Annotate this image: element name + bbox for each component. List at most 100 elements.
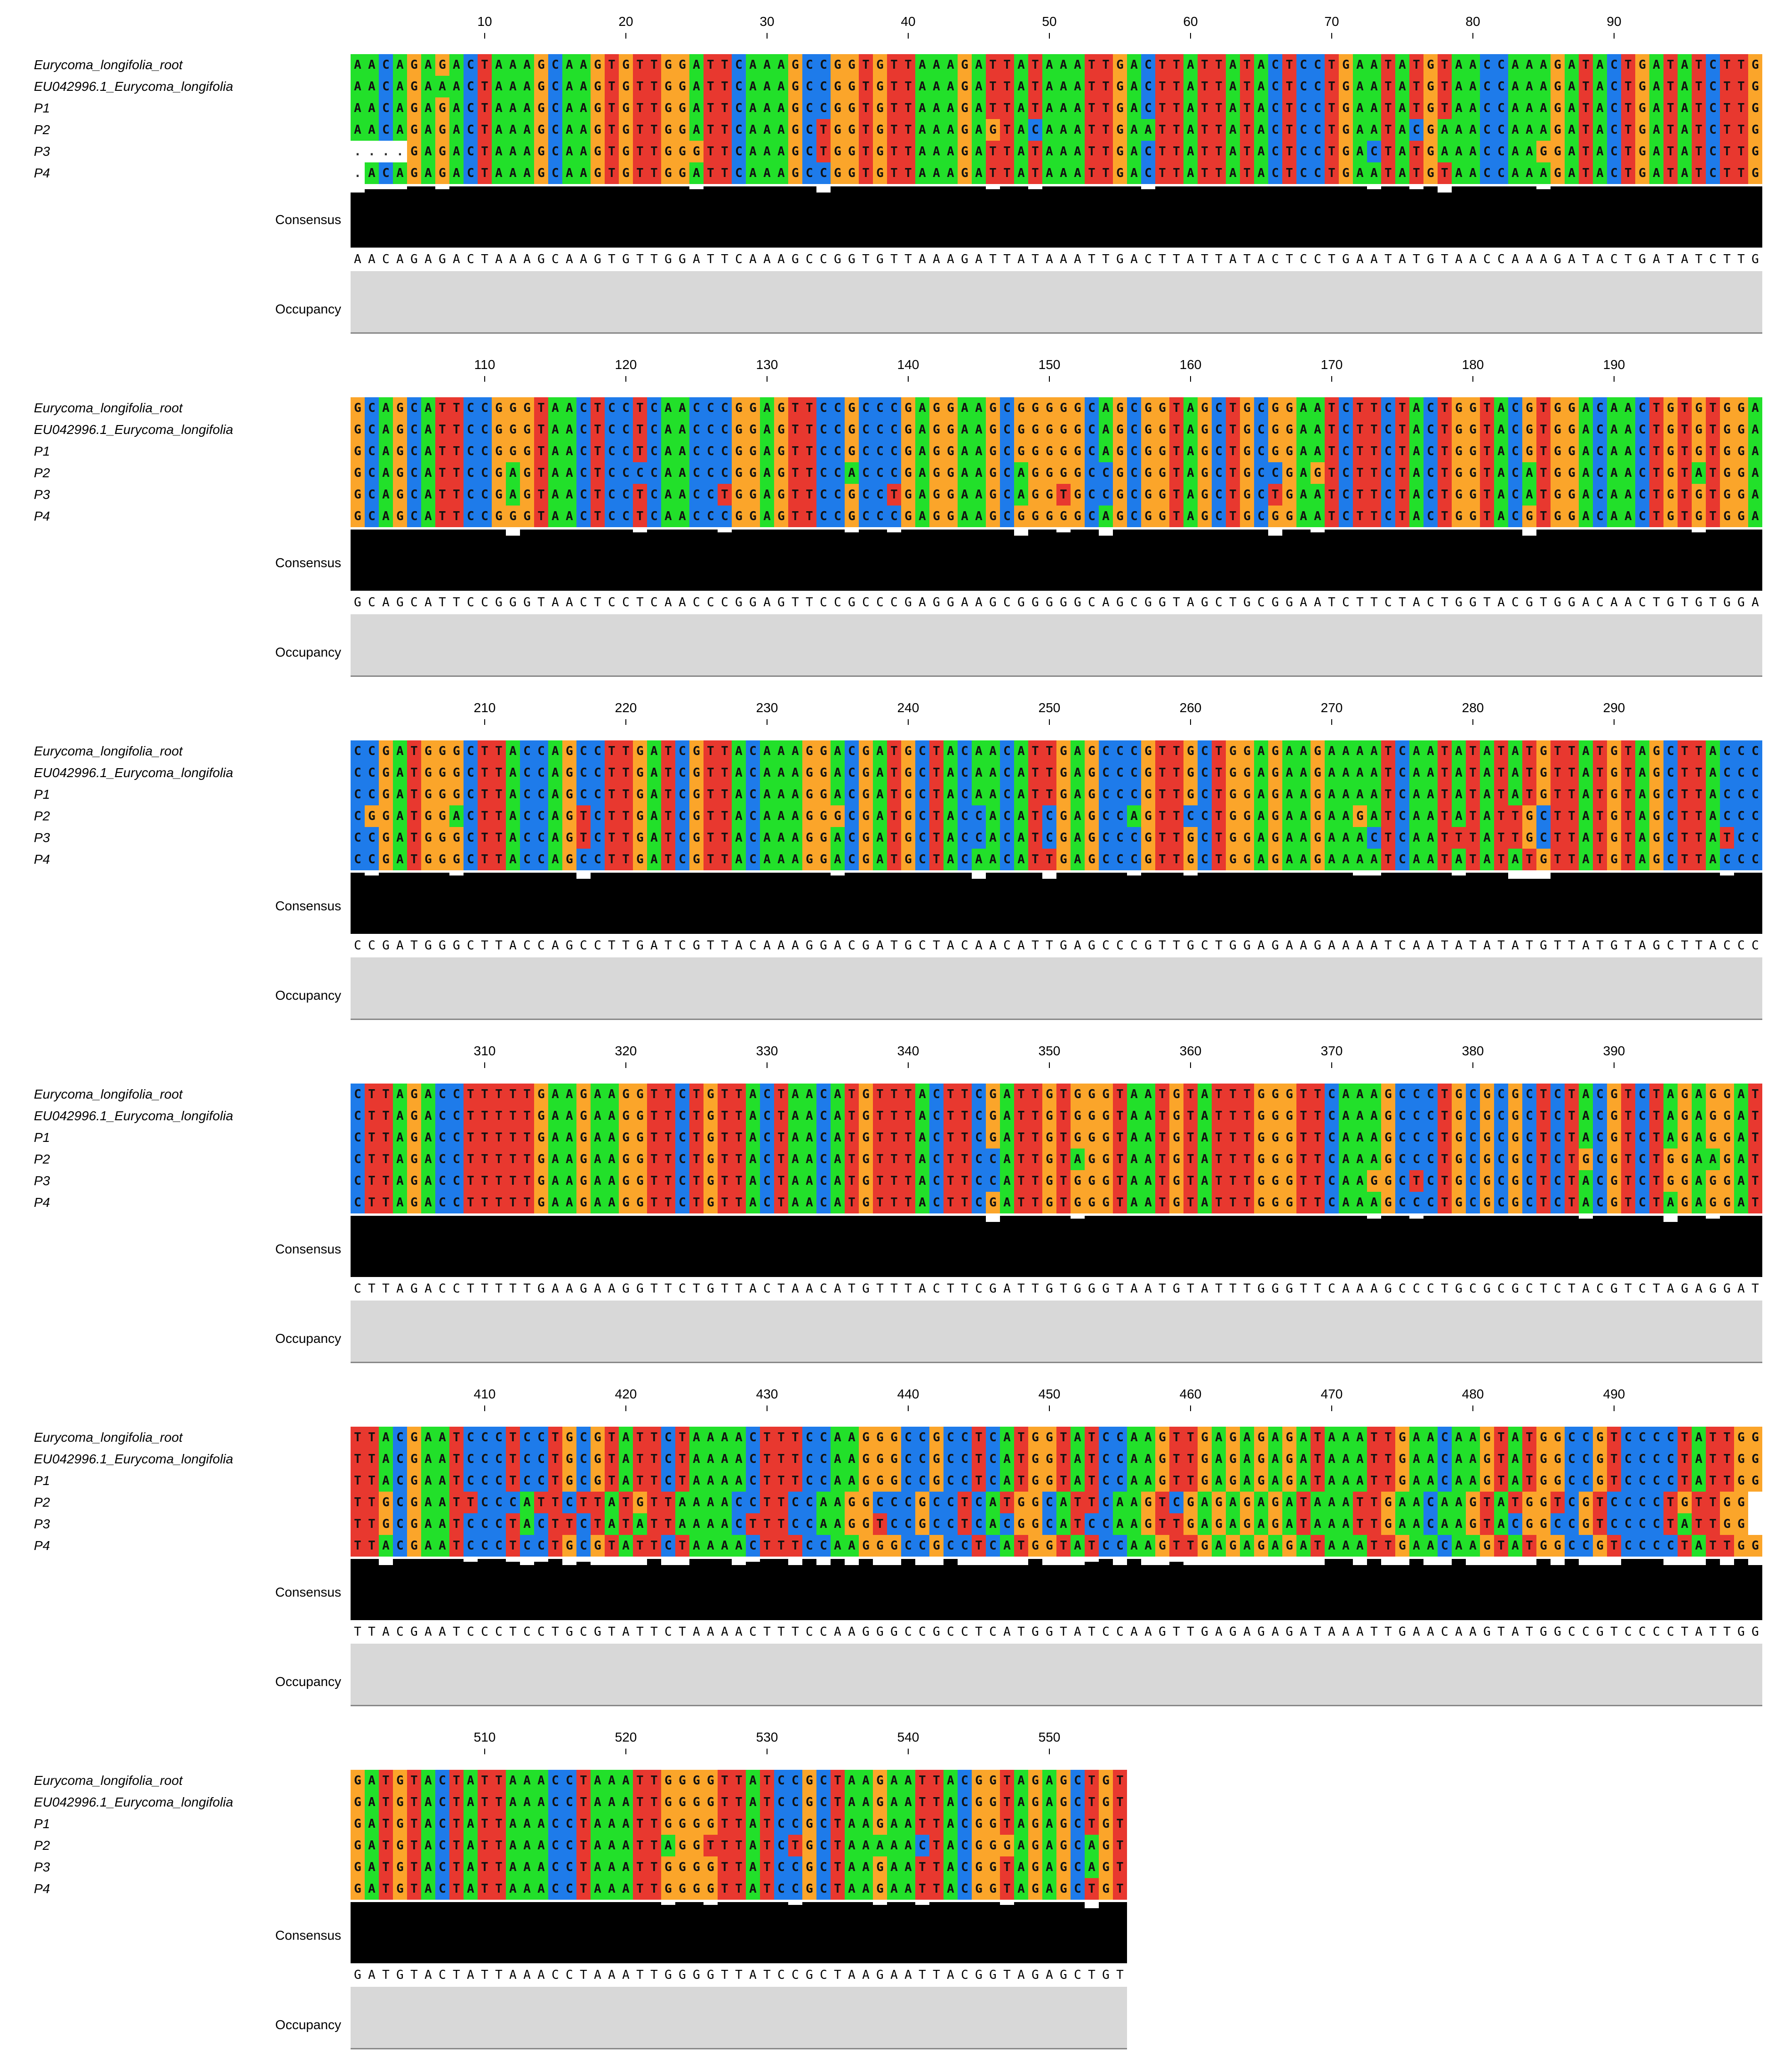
base-cell[interactable]: G — [407, 1535, 421, 1557]
base-cell[interactable]: C — [1381, 441, 1395, 462]
base-cell[interactable]: C — [1663, 1448, 1678, 1470]
base-cell[interactable]: A — [506, 162, 520, 184]
base-cell[interactable]: A — [1212, 1535, 1226, 1557]
base-cell[interactable]: T — [1056, 1192, 1071, 1213]
base-cell[interactable]: T — [689, 1192, 704, 1213]
base-cell[interactable]: T — [1536, 1170, 1551, 1192]
base-cell[interactable]: C — [1593, 1170, 1607, 1192]
base-cell[interactable]: C — [1720, 784, 1734, 805]
base-cell[interactable]: C — [548, 54, 562, 76]
base-cell[interactable]: C — [1536, 827, 1551, 849]
base-cell[interactable]: T — [534, 441, 548, 462]
base-cell[interactable]: G — [1748, 76, 1762, 97]
base-cell[interactable]: G — [958, 162, 972, 184]
base-cell[interactable]: T — [478, 54, 492, 76]
base-cell[interactable]: T — [1155, 827, 1169, 849]
base-cell[interactable]: A — [986, 849, 1000, 870]
base-cell[interactable]: G — [407, 141, 421, 162]
base-cell[interactable]: T — [1649, 506, 1663, 527]
base-cell[interactable]: C — [802, 162, 816, 184]
base-cell[interactable]: C — [831, 484, 845, 506]
base-cell[interactable]: T — [1692, 1492, 1706, 1513]
base-cell[interactable]: T — [1113, 1878, 1127, 1900]
base-cell[interactable]: T — [1706, 484, 1720, 506]
base-cell[interactable]: A — [1014, 97, 1028, 119]
base-cell[interactable]: T — [901, 97, 915, 119]
base-cell[interactable]: G — [1678, 1105, 1692, 1127]
base-cell[interactable]: C — [1000, 441, 1014, 462]
base-cell[interactable]: G — [1452, 1127, 1466, 1148]
base-cell[interactable]: A — [915, 506, 929, 527]
base-cell[interactable]: T — [788, 1427, 802, 1448]
base-cell[interactable]: G — [1169, 1170, 1183, 1192]
base-cell[interactable]: G — [929, 419, 943, 441]
base-cell[interactable]: T — [1155, 1084, 1169, 1105]
base-cell[interactable]: T — [478, 1878, 492, 1900]
base-cell[interactable]: C — [1141, 76, 1155, 97]
base-cell[interactable]: A — [1311, 506, 1325, 527]
base-cell[interactable]: T — [859, 119, 873, 141]
base-cell[interactable]: T — [379, 1835, 393, 1856]
base-cell[interactable]: G — [1056, 419, 1071, 441]
base-cell[interactable]: C — [407, 419, 421, 441]
base-cell[interactable]: T — [1381, 805, 1395, 827]
sequence-name[interactable]: P4 — [34, 852, 50, 867]
base-cell[interactable]: G — [1028, 1878, 1042, 1900]
base-cell[interactable]: A — [1663, 1127, 1678, 1148]
base-cell[interactable]: T — [1000, 1813, 1014, 1835]
base-cell[interactable]: T — [1240, 1127, 1254, 1148]
base-cell[interactable]: G — [986, 441, 1000, 462]
base-cell[interactable]: C — [605, 484, 619, 506]
base-cell[interactable]: T — [647, 97, 661, 119]
base-cell[interactable]: A — [915, 1084, 929, 1105]
base-cell[interactable]: T — [1438, 1105, 1452, 1127]
base-cell[interactable]: T — [1466, 740, 1480, 762]
base-cell[interactable]: C — [1663, 849, 1678, 870]
base-cell[interactable]: G — [816, 827, 831, 849]
base-cell[interactable]: T — [1155, 1192, 1169, 1213]
base-cell[interactable]: T — [873, 1105, 887, 1127]
base-cell[interactable]: A — [774, 162, 788, 184]
base-cell[interactable]: A — [562, 141, 576, 162]
base-cell[interactable]: A — [746, 1170, 760, 1192]
base-cell[interactable]: G — [845, 76, 859, 97]
base-cell[interactable]: A — [421, 441, 435, 462]
base-cell[interactable]: T — [1085, 1492, 1099, 1513]
base-cell[interactable]: A — [732, 1470, 746, 1492]
base-cell[interactable]: T — [1212, 740, 1226, 762]
sequence-name[interactable]: P4 — [34, 1195, 50, 1210]
base-cell[interactable]: T — [915, 1856, 929, 1878]
base-cell[interactable]: A — [1183, 462, 1198, 484]
base-cell[interactable]: T — [915, 1878, 929, 1900]
base-cell[interactable]: C — [774, 1770, 788, 1791]
base-cell[interactable]: A — [591, 1127, 605, 1148]
base-cell[interactable]: A — [915, 1192, 929, 1213]
base-cell[interactable]: A — [1311, 484, 1325, 506]
base-cell[interactable]: A — [1282, 805, 1296, 827]
sequence-name[interactable]: P1 — [34, 1816, 50, 1831]
base-cell[interactable]: T — [365, 1170, 379, 1192]
base-cell[interactable]: C — [689, 506, 704, 527]
base-cell[interactable]: G — [1508, 1105, 1522, 1127]
base-cell[interactable]: A — [548, 784, 562, 805]
base-cell[interactable]: G — [1099, 1835, 1113, 1856]
base-cell[interactable]: T — [506, 1448, 520, 1470]
base-cell[interactable]: G — [1649, 762, 1663, 784]
base-cell[interactable]: G — [449, 762, 464, 784]
base-cell[interactable]: C — [1268, 141, 1282, 162]
base-cell[interactable]: A — [1367, 1084, 1381, 1105]
base-cell[interactable]: T — [943, 1148, 958, 1170]
base-cell[interactable]: C — [1028, 119, 1042, 141]
base-cell[interactable]: T — [365, 1127, 379, 1148]
base-cell[interactable]: A — [548, 419, 562, 441]
base-cell[interactable]: A — [1649, 54, 1663, 76]
base-cell[interactable]: T — [492, 827, 506, 849]
base-cell[interactable]: T — [1494, 762, 1508, 784]
base-cell[interactable]: G — [1720, 484, 1734, 506]
base-cell[interactable]: C — [1522, 1170, 1536, 1192]
base-cell[interactable]: A — [943, 805, 958, 827]
base-cell[interactable]: A — [435, 1535, 449, 1557]
base-cell[interactable]: C — [478, 1470, 492, 1492]
base-cell[interactable]: A — [873, 827, 887, 849]
base-cell[interactable]: G — [1240, 441, 1254, 462]
